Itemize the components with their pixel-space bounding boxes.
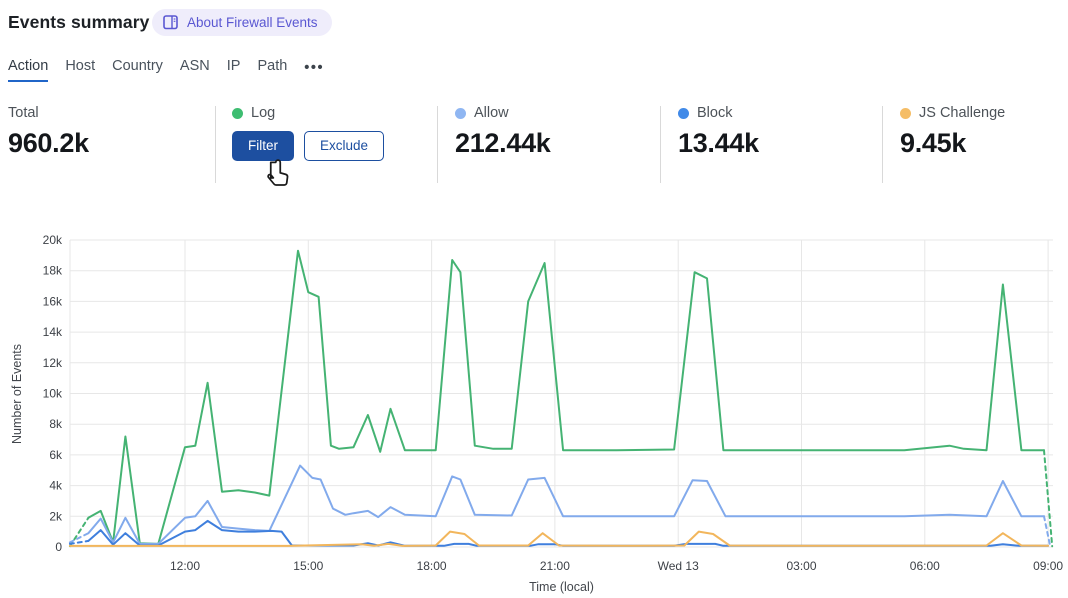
book-open-icon: [163, 15, 178, 30]
log-legend-dot: [232, 107, 243, 119]
stat-log: Log Filter Exclude: [232, 105, 385, 161]
total-value: 960.2k: [8, 128, 89, 158]
total-label: Total: [8, 105, 39, 121]
tab-country[interactable]: Country: [112, 58, 163, 74]
stat-divider: [660, 106, 661, 183]
allow-label: Allow: [474, 105, 509, 121]
chart-grid: [69, 239, 1053, 548]
svg-text:12:00: 12:00: [170, 559, 200, 573]
log-series-line: [68, 249, 1054, 548]
block-value: 13.44k: [678, 128, 759, 158]
block-legend-dot: [678, 107, 689, 119]
log-label: Log: [251, 105, 276, 121]
allow-value: 212.44k: [455, 128, 551, 158]
svg-text:Wed 13: Wed 13: [658, 559, 699, 573]
tab-host[interactable]: Host: [65, 58, 96, 74]
js-challenge-value: 9.45k: [900, 128, 967, 158]
stat-block: Block 13.44k: [678, 105, 759, 159]
svg-text:03:00: 03:00: [786, 559, 816, 573]
svg-text:10k: 10k: [43, 387, 63, 401]
svg-text:12k: 12k: [43, 356, 63, 370]
svg-text:15:00: 15:00: [293, 559, 323, 573]
y-axis-title: Number of Events: [10, 344, 24, 444]
svg-text:20k: 20k: [43, 233, 63, 247]
svg-text:16k: 16k: [43, 294, 63, 308]
allow-series-line: [68, 464, 1052, 548]
svg-text:18:00: 18:00: [417, 559, 447, 573]
about-firewall-events-badge[interactable]: About Firewall Events: [152, 9, 332, 36]
tab-bar: Action Host Country ASN IP Path •••: [8, 58, 324, 82]
svg-text:18k: 18k: [43, 264, 63, 278]
svg-text:4k: 4k: [49, 479, 63, 493]
svg-text:06:00: 06:00: [910, 559, 940, 573]
js-challenge-series-line: [68, 530, 1050, 547]
block-series-line: [68, 519, 1050, 547]
events-over-time-chart[interactable]: 0 2k 4k 6k 8k 10k 12k 14k 16k 18k 20k 12:00 15:00 18:…: [0, 225, 1068, 598]
stat-total: Total 960.2k: [8, 105, 89, 159]
js-challenge-label: JS Challenge: [919, 105, 1006, 121]
stat-divider: [437, 106, 438, 183]
x-axis-labels: 12:00 15:00 18:00 21:00 Wed 13 03:00 06:00 09:0…: [170, 559, 1063, 573]
stat-allow: Allow 212.44k: [455, 105, 551, 159]
tab-asn[interactable]: ASN: [179, 58, 210, 74]
filter-button[interactable]: Filter: [232, 131, 294, 161]
tab-ip[interactable]: IP: [226, 58, 241, 74]
block-label: Block: [697, 105, 733, 121]
svg-text:8k: 8k: [49, 417, 63, 431]
x-axis-title: Time (local): [529, 580, 594, 594]
stat-divider: [215, 106, 216, 183]
svg-text:14k: 14k: [43, 325, 63, 339]
about-badge-label: About Firewall Events: [187, 15, 318, 30]
stat-js-challenge: JS Challenge 9.45k: [900, 105, 1005, 159]
svg-text:6k: 6k: [49, 448, 63, 462]
tab-path[interactable]: Path: [257, 58, 288, 74]
exclude-button[interactable]: Exclude: [304, 131, 385, 161]
stat-divider: [882, 106, 883, 183]
svg-text:0: 0: [55, 540, 62, 554]
svg-text:2k: 2k: [49, 509, 63, 523]
page-title: Events summary: [8, 12, 150, 32]
js-challenge-legend-dot: [900, 107, 911, 119]
allow-legend-dot: [455, 107, 466, 119]
svg-text:21:00: 21:00: [540, 559, 570, 573]
cursor-hand-icon: [267, 159, 289, 186]
tab-action[interactable]: Action: [8, 58, 49, 82]
tabs-more-button[interactable]: •••: [304, 60, 325, 76]
svg-text:09:00: 09:00: [1033, 559, 1063, 573]
y-axis-labels: 0 2k 4k 6k 8k 10k 12k 14k 16k 18k 20k: [43, 233, 63, 554]
